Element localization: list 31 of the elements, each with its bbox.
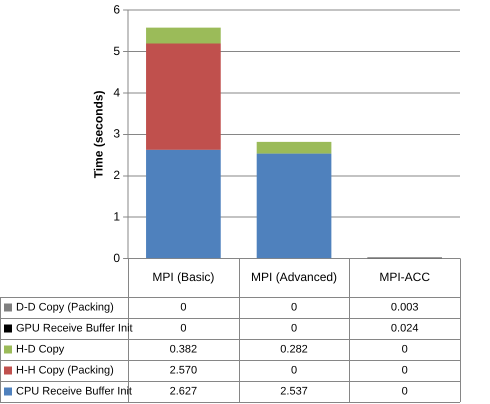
legend-label: H-D Copy bbox=[16, 344, 65, 356]
data-label: 0 bbox=[180, 322, 186, 335]
y-axis-title: Time (seconds) bbox=[92, 90, 106, 178]
data-label: 0 bbox=[180, 302, 186, 314]
data-label: 2.570 bbox=[170, 364, 198, 377]
legend-label: CPU Receive Buffer Init bbox=[16, 386, 132, 398]
y-tick-label: 1 bbox=[113, 210, 120, 224]
data-label: 0.282 bbox=[280, 344, 308, 356]
data-label: 0.382 bbox=[170, 344, 198, 356]
x-tick-label: MPI (Basic) bbox=[152, 270, 214, 284]
x-tick-label: MPI (Advanced) bbox=[251, 270, 338, 284]
legend-label: D-D Copy (Packing) bbox=[16, 302, 114, 314]
legend-label: GPU Receive Buffer Init bbox=[16, 322, 133, 335]
data-label: 0 bbox=[290, 302, 298, 314]
y-tick-label: 4 bbox=[113, 85, 120, 100]
x-tick-label: MPI-ACC bbox=[379, 270, 430, 284]
data-label: 0 bbox=[402, 386, 408, 398]
data-label: 0 bbox=[402, 364, 408, 377]
y-tick-label: 3 bbox=[113, 126, 120, 141]
y-tick-label: 6 bbox=[113, 2, 120, 17]
data-label: 0 bbox=[290, 322, 298, 335]
data-label: 0 bbox=[290, 364, 298, 377]
legend-label: H-H Copy (Packing) bbox=[16, 364, 114, 377]
data-label: 0.024 bbox=[390, 322, 418, 335]
y-tick-label: 0 bbox=[113, 250, 120, 265]
data-label: 0 bbox=[402, 344, 408, 356]
data-label: 2.627 bbox=[170, 386, 198, 398]
data-label: 2.537 bbox=[280, 386, 308, 398]
y-tick-label: 5 bbox=[113, 44, 120, 58]
data-label: 0.003 bbox=[390, 302, 418, 314]
y-tick-label: 2 bbox=[113, 168, 120, 182]
